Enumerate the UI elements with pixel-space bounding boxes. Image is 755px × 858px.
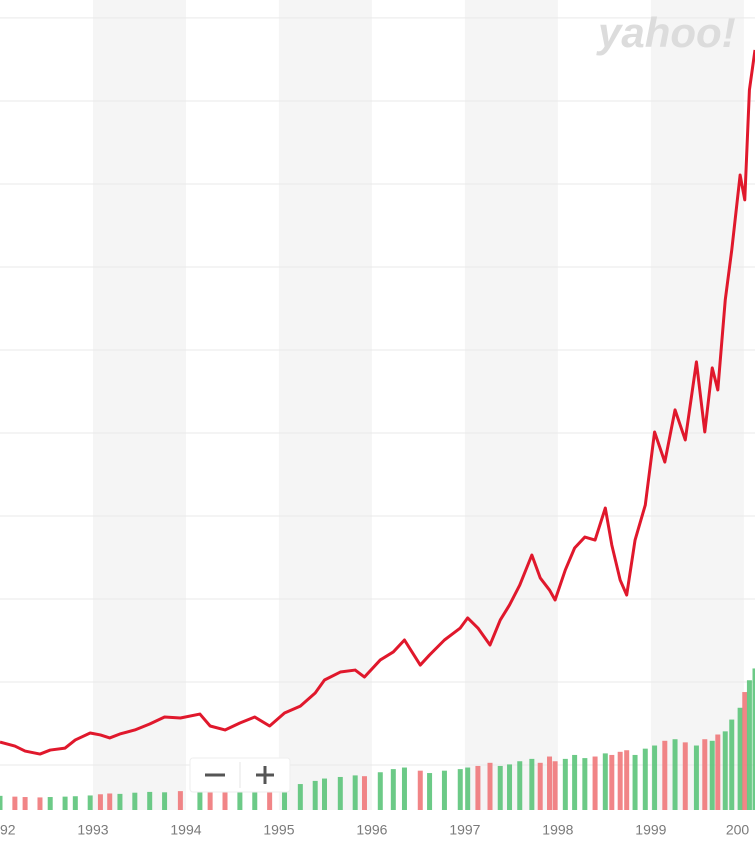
volume-bar: [602, 753, 608, 810]
volume-bar: [352, 775, 358, 810]
volume-bar: [642, 748, 648, 810]
volume-bar: [652, 745, 658, 810]
volume-bar: [497, 765, 503, 810]
volume-bar: [487, 762, 493, 810]
volume-bar: [592, 756, 598, 810]
volume-bar: [207, 789, 213, 810]
volume-bar: [752, 668, 755, 810]
volume-bar: [377, 772, 383, 810]
volume-bar: [322, 778, 328, 810]
x-tick-label: 1998: [542, 822, 573, 838]
volume-bar: [97, 794, 103, 810]
x-tick-label: 1997: [449, 822, 480, 838]
x-tick-label: 1993: [77, 822, 108, 838]
volume-bar: [162, 792, 168, 810]
zoom-out-button[interactable]: [191, 759, 239, 791]
x-tick-label: 1995: [263, 822, 294, 838]
volume-bar: [729, 719, 735, 810]
volume-bar: [237, 790, 243, 810]
volume-bar: [87, 795, 93, 810]
volume-bar: [517, 761, 523, 810]
volume-bar: [537, 762, 543, 810]
volume-bar: [572, 754, 578, 810]
year-shade: [92, 0, 186, 810]
volume-bar: [582, 758, 588, 810]
volume-bar: [507, 764, 513, 810]
year-shade: [650, 0, 744, 810]
volume-bar: [672, 739, 678, 810]
volume-bar: [12, 796, 18, 810]
volume-bar: [552, 761, 558, 810]
volume-bar: [682, 742, 688, 810]
volume-bar: [267, 790, 273, 810]
volume-bar: [715, 734, 721, 810]
volume-bar: [662, 740, 668, 810]
volume-bar: [702, 739, 708, 810]
volume-bar: [22, 797, 28, 810]
x-tick-label: 200: [726, 822, 750, 838]
volume-bar: [457, 769, 463, 810]
volume-bar: [177, 791, 183, 810]
volume-bar: [197, 790, 203, 810]
volume-bar: [132, 792, 138, 810]
volume-bar: [624, 750, 630, 810]
volume-bar: [529, 758, 535, 810]
volume-bar: [337, 776, 343, 810]
volume-bar: [632, 754, 638, 810]
zoom-in-button[interactable]: [241, 759, 289, 791]
year-shade: [464, 0, 558, 810]
volume-bar: [427, 773, 433, 810]
volume-bar: [222, 791, 228, 810]
volume-bar: [742, 692, 748, 810]
volume-bar: [107, 793, 113, 810]
volume-bar: [297, 784, 303, 810]
volume-bar: [746, 680, 752, 810]
volume-bar: [37, 797, 43, 810]
volume-bar: [0, 795, 3, 810]
volume-bar: [737, 707, 743, 810]
year-shade: [278, 0, 372, 810]
volume-bar: [475, 765, 481, 810]
volume-bar: [547, 756, 553, 810]
volume-bar: [401, 767, 407, 810]
zoom-control: [189, 757, 291, 793]
volume-bar: [62, 796, 68, 810]
volume-bar: [361, 776, 367, 810]
volume-bar: [282, 787, 288, 810]
watermark: yahoo!: [596, 9, 736, 56]
volume-bar: [390, 769, 396, 810]
volume-bar: [117, 793, 123, 810]
volume-bar: [617, 751, 623, 810]
volume-bar: [147, 791, 153, 810]
volume-bar: [465, 767, 471, 810]
x-tick-label: 1994: [170, 822, 201, 838]
volume-bar: [312, 780, 318, 810]
x-tick-label: 1996: [356, 822, 387, 838]
volume-bar: [72, 796, 78, 810]
price-line: [0, 49, 755, 756]
x-tick-label: 92: [0, 822, 16, 838]
x-tick-label: 1999: [635, 822, 666, 838]
volume-bar: [609, 754, 615, 810]
volume-bar: [709, 740, 715, 810]
volume-bar: [417, 770, 423, 810]
volume-bar: [693, 745, 699, 810]
volume-bar: [562, 758, 568, 810]
volume-bar: [47, 797, 53, 810]
volume-bar: [722, 731, 728, 810]
volume-bar: [252, 789, 258, 810]
volume-bar: [441, 770, 447, 810]
